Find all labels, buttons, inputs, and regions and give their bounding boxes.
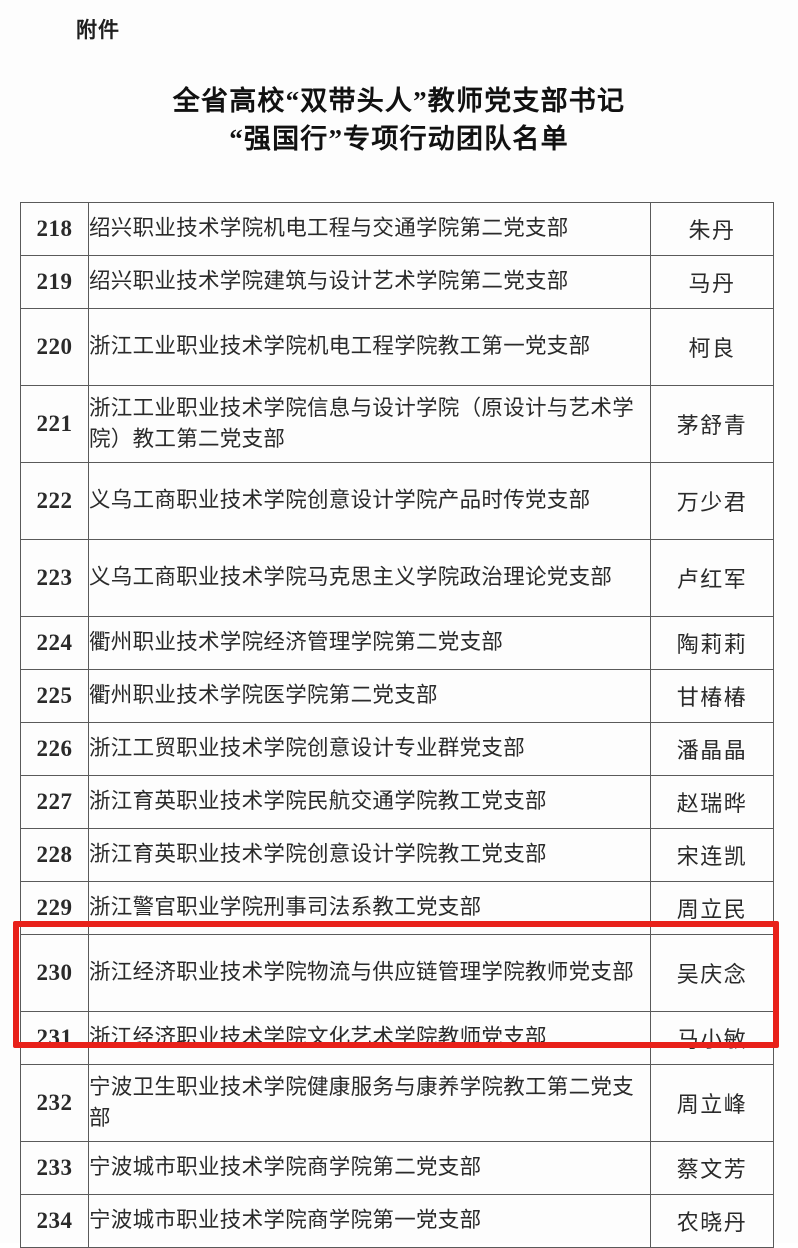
table-row: 227 浙江育英职业技术学院民航交通学院教工党支部 赵瑞晔 [20,775,774,829]
row-person-name-cell: 宋连凯 [650,828,774,882]
page-title-line-2: “强国行”专项行动团队名单 [229,124,569,155]
row-person-name-cell: 马小敏 [650,1011,774,1065]
row-index-cell: 220 [20,308,89,386]
row-organization-cell: 义乌工商职业技术学院马克思主义学院政治理论党支部 [88,539,651,617]
row-organization-cell: 浙江育英职业技术学院创意设计学院教工党支部 [88,828,651,882]
row-index-cell: 232 [20,1064,89,1142]
table-row: 222 义乌工商职业技术学院创意设计学院产品时传党支部 万少君 [20,462,774,540]
row-organization-cell: 浙江育英职业技术学院民航交通学院教工党支部 [88,775,651,829]
table-row: 220 浙江工业职业技术学院机电工程学院教工第一党支部 柯良 [20,308,774,386]
row-person-name-cell: 马丹 [650,255,774,309]
page-title: 全省高校“双带头人”教师党支部书记 “强国行”专项行动团队名单 [0,82,798,159]
row-index-cell: 223 [20,539,89,617]
row-person-name-cell: 朱丹 [650,202,774,256]
table-row: 221 浙江工业职业技术学院信息与设计学院（原设计与艺术学院）教工第二党支部 茅舒青 [20,385,774,463]
row-person-name-cell: 甘椿椿 [650,669,774,723]
row-organization-cell: 浙江经济职业技术学院文化艺术学院教师党支部 [88,1011,651,1065]
table-row: 218 绍兴职业技术学院机电工程与交通学院第二党支部 朱丹 [20,202,774,256]
row-organization-cell: 绍兴职业技术学院建筑与设计艺术学院第二党支部 [88,255,651,309]
page-title-line-1: 全省高校“双带头人”教师党支部书记 [172,86,626,116]
row-person-name-cell: 吴庆念 [650,934,774,1012]
row-index-cell: 219 [20,255,89,309]
row-person-name-cell: 潘晶晶 [650,722,774,776]
table-row: 234 宁波城市职业技术学院商学院第一党支部 农晓丹 [20,1194,774,1248]
row-organization-cell: 衢州职业技术学院医学院第二党支部 [88,669,651,723]
row-index-cell: 226 [20,722,89,776]
row-organization-cell: 衢州职业技术学院经济管理学院第二党支部 [88,616,651,670]
row-index-cell: 233 [20,1141,89,1195]
row-organization-cell: 浙江经济职业技术学院物流与供应链管理学院教师党支部 [88,934,651,1012]
row-person-name-cell: 周立峰 [650,1064,774,1142]
row-person-name-cell: 卢红军 [650,539,774,617]
row-organization-cell: 绍兴职业技术学院机电工程与交通学院第二党支部 [88,202,651,256]
table-row: 230 浙江经济职业技术学院物流与供应链管理学院教师党支部 吴庆念 [20,934,774,1012]
row-person-name-cell: 柯良 [650,308,774,386]
row-person-name-cell: 周立民 [650,881,774,935]
row-organization-cell: 宁波城市职业技术学院商学院第一党支部 [88,1194,651,1248]
attachment-label: 附件 [76,19,120,42]
table-row: 224 衢州职业技术学院经济管理学院第二党支部 陶莉莉 [20,616,774,670]
row-organization-cell: 浙江工业职业技术学院机电工程学院教工第一党支部 [88,308,651,386]
row-index-cell: 229 [20,881,89,935]
row-organization-cell: 浙江警官职业学院刑事司法系教工党支部 [88,881,651,935]
table-row: 233 宁波城市职业技术学院商学院第二党支部 蔡文芳 [20,1141,774,1195]
table-row: 228 浙江育英职业技术学院创意设计学院教工党支部 宋连凯 [20,828,774,882]
row-index-cell: 227 [20,775,89,829]
row-index-cell: 234 [20,1194,89,1248]
row-index-cell: 224 [20,616,89,670]
row-person-name-cell: 茅舒青 [650,385,774,463]
row-index-cell: 222 [20,462,89,540]
row-index-cell: 221 [20,385,89,463]
row-person-name-cell: 赵瑞晔 [650,775,774,829]
row-organization-cell: 义乌工商职业技术学院创意设计学院产品时传党支部 [88,462,651,540]
table-row: 232 宁波卫生职业技术学院健康服务与康养学院教工第二党支部 周立峰 [20,1064,774,1142]
row-person-name-cell: 蔡文芳 [650,1141,774,1195]
table-row: 225 衢州职业技术学院医学院第二党支部 甘椿椿 [20,669,774,723]
row-index-cell: 228 [20,828,89,882]
row-organization-cell: 浙江工贸职业技术学院创意设计专业群党支部 [88,722,651,776]
table-row: 226 浙江工贸职业技术学院创意设计专业群党支部 潘晶晶 [20,722,774,776]
row-index-cell: 230 [20,934,89,1012]
row-person-name-cell: 农晓丹 [650,1194,774,1248]
row-organization-cell: 宁波城市职业技术学院商学院第二党支部 [88,1141,651,1195]
listing-table-wrapper: 218 绍兴职业技术学院机电工程与交通学院第二党支部 朱丹 219 绍兴职业技术学院建筑… [20,202,774,1248]
row-person-name-cell: 万少君 [650,462,774,540]
table-row: 219 绍兴职业技术学院建筑与设计艺术学院第二党支部 马丹 [20,255,774,309]
row-index-cell: 225 [20,669,89,723]
table-row: 231 浙江经济职业技术学院文化艺术学院教师党支部 马小敏 [20,1011,774,1065]
listing-table: 218 绍兴职业技术学院机电工程与交通学院第二党支部 朱丹 219 绍兴职业技术学院建筑… [20,202,774,1248]
row-index-cell: 231 [20,1011,89,1065]
table-row: 223 义乌工商职业技术学院马克思主义学院政治理论党支部 卢红军 [20,539,774,617]
row-organization-cell: 浙江工业职业技术学院信息与设计学院（原设计与艺术学院）教工第二党支部 [88,385,651,463]
row-person-name-cell: 陶莉莉 [650,616,774,670]
table-row: 229 浙江警官职业学院刑事司法系教工党支部 周立民 [20,881,774,935]
row-organization-cell: 宁波卫生职业技术学院健康服务与康养学院教工第二党支部 [88,1064,651,1142]
row-index-cell: 218 [20,202,89,256]
